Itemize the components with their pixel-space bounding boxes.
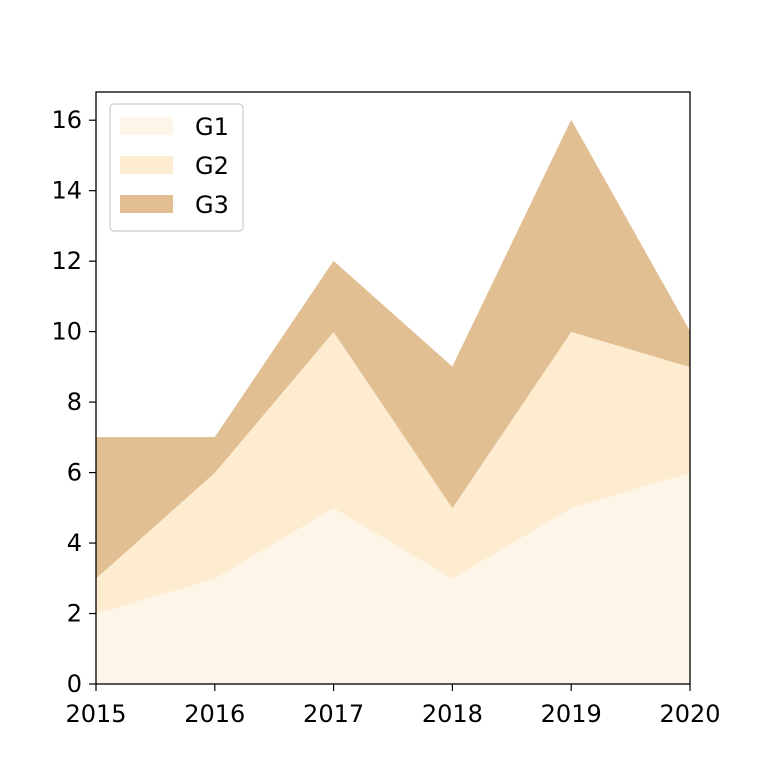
x-tick-label: 2017	[303, 700, 364, 728]
legend-label-2: G2	[195, 152, 229, 180]
x-tick-label: 2019	[541, 700, 602, 728]
legend-swatch-1	[120, 117, 173, 135]
legend: G1 G2 G3	[109, 103, 244, 232]
y-tick-label: 2	[67, 600, 82, 628]
legend-label-3: G3	[195, 191, 229, 219]
x-tick-label: 2016	[184, 700, 245, 728]
y-axis: 0 2 4 6 8 10 12 14 16	[51, 106, 96, 698]
legend-swatch-2	[120, 156, 173, 174]
x-tick-label: 2015	[65, 700, 126, 728]
y-tick-label: 4	[67, 529, 82, 557]
y-tick-label: 8	[67, 388, 82, 416]
y-tick-label: 6	[67, 459, 82, 487]
x-tick-label: 2020	[659, 700, 720, 728]
plot-frame	[95, 91, 691, 685]
legend-label-1: G1	[195, 113, 229, 141]
legend-items: G1 G2 G3	[120, 113, 229, 219]
y-tick-label: 0	[67, 670, 82, 698]
x-axis: 2015 2016 2017 2018 2019 2020	[65, 684, 721, 728]
legend-swatch-3	[120, 195, 173, 213]
y-tick-label: 16	[51, 106, 82, 134]
y-tick-label: 14	[51, 177, 82, 205]
x-tick-label: 2018	[422, 700, 483, 728]
y-tick-label: 12	[51, 247, 82, 275]
y-tick-label: 10	[51, 318, 82, 346]
